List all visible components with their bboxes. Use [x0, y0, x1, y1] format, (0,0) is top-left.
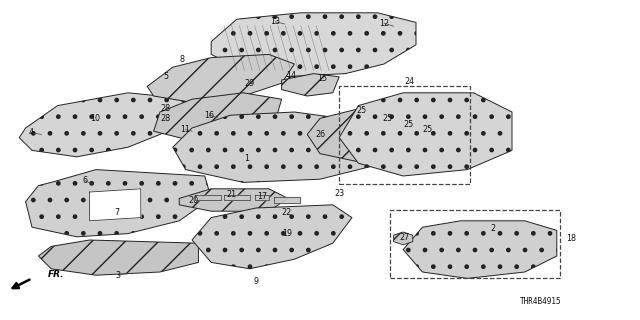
Text: 4: 4 [28, 128, 33, 137]
Text: 13: 13 [270, 17, 280, 26]
Polygon shape [154, 93, 282, 141]
Text: 25: 25 [422, 125, 433, 134]
Text: 24: 24 [404, 77, 415, 86]
Text: 12: 12 [379, 19, 389, 28]
Text: 15: 15 [317, 74, 327, 83]
Polygon shape [211, 13, 416, 77]
Text: 19: 19 [282, 229, 292, 238]
Polygon shape [26, 170, 211, 237]
Text: 17: 17 [257, 192, 268, 201]
Polygon shape [282, 74, 339, 96]
Text: 23: 23 [334, 189, 344, 198]
Polygon shape [274, 197, 300, 203]
Text: 9: 9 [253, 277, 259, 286]
Text: 1: 1 [244, 154, 249, 163]
Text: 28: 28 [160, 114, 170, 123]
Polygon shape [38, 240, 198, 275]
Text: 26: 26 [315, 130, 325, 139]
Polygon shape [394, 232, 413, 245]
Polygon shape [255, 195, 269, 200]
Text: 18: 18 [566, 234, 576, 243]
Polygon shape [19, 93, 192, 157]
Text: 2: 2 [490, 224, 495, 233]
Text: 21: 21 [227, 190, 237, 199]
Text: 16: 16 [204, 111, 214, 120]
Text: 14: 14 [286, 71, 296, 80]
Text: 20: 20 [189, 196, 199, 204]
Polygon shape [224, 195, 250, 200]
Text: 25: 25 [382, 114, 392, 123]
Text: 28: 28 [160, 104, 170, 113]
Text: 8: 8 [180, 55, 185, 64]
Polygon shape [147, 54, 294, 102]
Text: FR.: FR. [48, 270, 65, 279]
Text: 3: 3 [116, 271, 121, 280]
Text: 29: 29 [244, 79, 255, 88]
Polygon shape [339, 93, 512, 176]
Polygon shape [195, 195, 221, 200]
Text: 25: 25 [356, 106, 367, 115]
Text: 27: 27 [399, 233, 410, 242]
Text: 11: 11 [180, 125, 191, 134]
Polygon shape [173, 112, 384, 182]
Polygon shape [192, 205, 352, 269]
Polygon shape [307, 106, 448, 163]
Text: 6: 6 [83, 176, 88, 185]
Polygon shape [179, 189, 288, 211]
Text: 5: 5 [164, 72, 169, 81]
Polygon shape [403, 221, 557, 278]
Text: 22: 22 [282, 208, 292, 217]
Text: 10: 10 [90, 114, 100, 123]
Text: THR4B4915: THR4B4915 [520, 297, 562, 306]
Text: 25: 25 [403, 120, 413, 129]
Text: 7: 7 [114, 208, 119, 217]
Polygon shape [90, 189, 141, 221]
